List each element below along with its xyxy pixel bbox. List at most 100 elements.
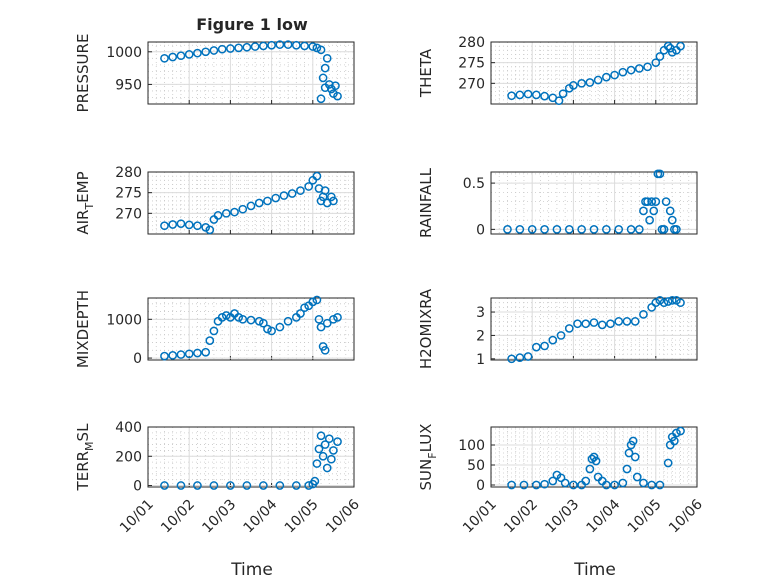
- data-point: [606, 319, 615, 329]
- data-point: [312, 459, 322, 468]
- data-point: [507, 354, 516, 364]
- data-point: [184, 50, 194, 59]
- y-axis-label: AIRTEMP: [74, 171, 96, 234]
- data-point: [221, 311, 231, 320]
- data-point: [552, 225, 562, 234]
- axes-frame: [490, 426, 698, 488]
- data-point: [234, 43, 243, 53]
- data-point: [564, 324, 574, 333]
- data-point: [279, 191, 289, 200]
- data-point: [209, 326, 219, 336]
- data-point: [254, 316, 264, 326]
- data-point: [318, 73, 328, 83]
- subplot-7: 0 200 400 TERRMSL 10/01 10/02 10/03 10/04 10/05 1…: [74, 420, 363, 536]
- data-point: [519, 480, 529, 490]
- axes-frame: [490, 171, 698, 235]
- data-point: [540, 91, 549, 101]
- data-point: [320, 83, 330, 93]
- data-point: [329, 196, 338, 206]
- data-point: [160, 481, 169, 490]
- data-point: [314, 314, 324, 324]
- data-point: [527, 225, 537, 234]
- data-point: [168, 351, 178, 360]
- data-point: [213, 211, 223, 220]
- data-point: [589, 225, 599, 234]
- data-point: [184, 349, 194, 359]
- data-point: [267, 326, 276, 336]
- data-point: [283, 40, 293, 49]
- data-point: [669, 436, 679, 446]
- x-tick-label: 10/03: [199, 497, 239, 537]
- data-point: [193, 481, 202, 490]
- y-tick-label: 280: [458, 35, 485, 51]
- data-point: [577, 78, 586, 88]
- x-tick-label: 10/05: [282, 497, 322, 537]
- data-point: [322, 318, 332, 328]
- data-point: [507, 91, 516, 101]
- data-point: [556, 473, 566, 483]
- data-point: [639, 478, 648, 488]
- data-point: [160, 221, 169, 231]
- data-point: [622, 317, 632, 326]
- data-point: [312, 171, 322, 181]
- y-tick-label: 200: [115, 449, 142, 465]
- x-axis-label-left: Time: [230, 560, 273, 580]
- data-point: [296, 186, 305, 195]
- data-point: [647, 197, 657, 206]
- x-tick-label: 10/06: [323, 496, 363, 536]
- data-point: [531, 342, 541, 352]
- data-point: [275, 322, 285, 332]
- y-tick-label: 1: [476, 352, 485, 368]
- data-point: [193, 348, 202, 358]
- data-point: [238, 314, 248, 324]
- y-tick-label: 0: [133, 479, 142, 495]
- data-point: [649, 206, 659, 216]
- data-point: [176, 350, 186, 359]
- subplot-4: 0 0.5 RAINFALL: [417, 167, 698, 238]
- data-point: [322, 53, 332, 63]
- data-point: [647, 480, 657, 490]
- data-point: [300, 41, 309, 51]
- data-point: [659, 225, 669, 234]
- data-point: [314, 444, 324, 454]
- data-point: [333, 437, 342, 446]
- x-tick-label: 10/04: [241, 496, 281, 536]
- data-point: [316, 45, 326, 55]
- data-point: [226, 481, 235, 490]
- data-point: [230, 207, 239, 217]
- data-point: [651, 197, 661, 206]
- data-point: [610, 70, 619, 80]
- data-point: [263, 324, 272, 334]
- y-axis-label: MIXDEPTH: [74, 290, 92, 368]
- y-axis-label: H2OMIXRA: [417, 288, 435, 369]
- data-point: [663, 458, 673, 468]
- data-point: [217, 313, 227, 322]
- data-point: [193, 48, 202, 58]
- data-point: [628, 436, 638, 446]
- axes-box: [490, 171, 698, 235]
- data-point: [614, 317, 624, 326]
- data-point: [291, 40, 301, 50]
- data-point: [316, 431, 326, 441]
- x-tick-label: 10/02: [501, 497, 541, 537]
- data-point: [665, 206, 675, 216]
- data-point: [655, 480, 665, 490]
- data-point: [296, 309, 305, 318]
- y-tick-label: 1000: [106, 45, 142, 61]
- data-point: [602, 225, 611, 234]
- data-point: [591, 456, 601, 466]
- data-point: [242, 42, 252, 52]
- data-point: [581, 319, 591, 329]
- data-point: [324, 434, 334, 444]
- axes-box: [490, 41, 698, 105]
- x-tick-label: 10/06: [666, 496, 706, 536]
- data-point: [587, 454, 597, 464]
- data-point: [639, 206, 648, 216]
- data-point: [246, 201, 256, 211]
- data-point: [626, 65, 636, 75]
- data-point: [184, 220, 194, 230]
- y-tick-label: 0: [476, 478, 485, 494]
- data-point: [661, 197, 671, 206]
- data-point: [602, 480, 611, 490]
- data-point: [259, 41, 268, 51]
